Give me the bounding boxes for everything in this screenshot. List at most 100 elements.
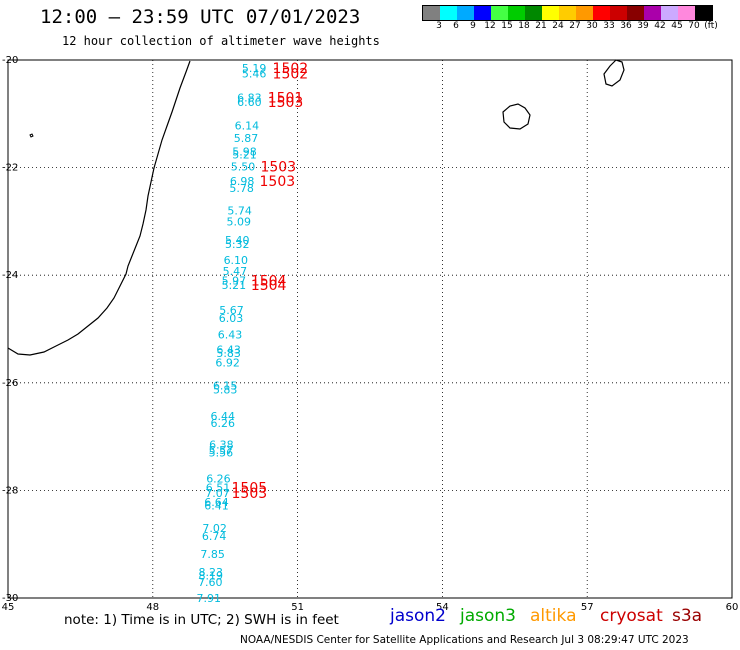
swh-value-label: 5.67 xyxy=(219,304,244,317)
color-swatch xyxy=(457,6,474,20)
map-subtitle: 12 hour collection of altimeter wave hei… xyxy=(62,34,380,48)
swh-value-label: 7.85 xyxy=(200,548,225,561)
swh-value-label: 6.26 xyxy=(211,417,236,430)
longitude-label: 54 xyxy=(436,602,449,612)
swh-value-label: 7.07 xyxy=(205,487,230,500)
latitude-label: -26 xyxy=(2,378,18,389)
swh-observation-labels: 5.195.466.836.606.145.875.985.215.506.98… xyxy=(197,62,267,605)
swh-value-label: 6.15 xyxy=(213,379,238,392)
longitude-label: 51 xyxy=(291,602,304,612)
swh-value-label: 5.98 xyxy=(232,145,257,158)
swh-value-label: 5.56 xyxy=(209,447,234,460)
swh-value-label: 5.83 xyxy=(216,347,241,360)
time-label: 1503 xyxy=(232,486,268,502)
longitude-label: 60 xyxy=(726,602,739,612)
swh-value-label: 5.87 xyxy=(234,132,259,145)
color-legend-label: 70 xyxy=(688,21,700,31)
swh-value-label: 5.78 xyxy=(229,182,254,195)
color-legend-label: 15 xyxy=(501,21,513,31)
swh-value-label: 5.09 xyxy=(226,215,251,228)
swh-value-label: 5.46 xyxy=(242,67,267,80)
swh-value-label: 6.60 xyxy=(237,96,262,109)
swh-value-label: 5.83 xyxy=(213,383,238,396)
swh-value-label: 5.97 xyxy=(222,275,247,288)
swh-value-label: 6.03 xyxy=(219,312,244,325)
footer-note: note: 1) Time is in UTC; 2) SWH is in fe… xyxy=(64,612,339,628)
longitude-tick-labels: 45 48 51 54 57 60 xyxy=(2,602,739,612)
color-swatch xyxy=(491,6,508,20)
lat-lon-gridlines xyxy=(7,59,733,599)
swh-value-label: 6.92 xyxy=(215,356,240,369)
color-legend-label: 39 xyxy=(637,21,649,31)
swh-value-label: 7.60 xyxy=(198,576,223,589)
time-label: 1505 xyxy=(232,481,268,497)
color-swatch xyxy=(661,6,678,20)
satellite-legend-cryosat: cryosat xyxy=(600,606,663,626)
color-swatch xyxy=(423,6,440,20)
color-swatch xyxy=(576,6,593,20)
longitude-label: 48 xyxy=(146,602,159,612)
time-label: 1504 xyxy=(251,278,287,294)
color-swatch xyxy=(559,6,576,20)
color-legend-label: (ft) xyxy=(704,21,718,31)
swh-color-legend xyxy=(422,5,713,21)
color-legend-label: 36 xyxy=(620,21,632,31)
time-label: 1503 xyxy=(260,160,296,176)
coastlines xyxy=(7,59,625,356)
swh-value-label: 6.10 xyxy=(224,254,249,267)
longitude-label: 57 xyxy=(581,602,594,612)
time-label: 1501 xyxy=(268,91,304,107)
color-legend-label: 21 xyxy=(535,21,547,31)
color-swatch xyxy=(593,6,610,20)
footer-credit: NOAA/NESDIS Center for Satellite Applica… xyxy=(240,634,689,646)
color-swatch xyxy=(440,6,457,20)
color-legend-label: 6 xyxy=(453,21,459,31)
swh-value-label: 5.32 xyxy=(225,238,250,251)
swh-value-label: 5.50 xyxy=(231,161,256,174)
color-swatch xyxy=(508,6,525,20)
latitude-label: -28 xyxy=(2,485,18,496)
swh-value-label: 6.41 xyxy=(204,499,229,512)
time-label: 1502 xyxy=(273,66,309,82)
satellite-legend-s3a: s3a xyxy=(672,606,703,626)
color-swatch xyxy=(627,6,644,20)
map-frame xyxy=(7,59,733,599)
swh-value-label: 5.19 xyxy=(242,62,267,75)
color-swatch xyxy=(525,6,542,20)
satellite-legend-jason3: jason3 xyxy=(460,606,516,626)
longitude-label: 45 xyxy=(2,602,15,612)
color-legend-label: 24 xyxy=(552,21,564,31)
color-legend-label: 30 xyxy=(586,21,598,31)
latitude-label: -22 xyxy=(2,163,18,174)
color-legend-label: 33 xyxy=(603,21,615,31)
latitude-label: -20 xyxy=(2,55,18,66)
swh-value-label: 8.23 xyxy=(198,566,223,579)
color-legend-label: 45 xyxy=(671,21,683,31)
mauritius-island-coastline xyxy=(603,59,625,87)
color-swatch xyxy=(542,6,559,20)
swh-value-label: 5.21 xyxy=(232,149,257,162)
swh-value-label: 8.19 xyxy=(198,569,223,582)
swh-value-label: 7.91 xyxy=(197,592,222,605)
altimeter-map: 45 48 51 54 57 60 -20 -22 -24 -26 -28 -30 5.195.46… xyxy=(2,55,739,612)
color-legend-label: 18 xyxy=(518,21,530,31)
time-label: 1503 xyxy=(260,174,296,190)
swh-value-label: 6.98 xyxy=(230,175,255,188)
swh-value-label: 5.57 xyxy=(209,444,234,457)
color-legend-label: 9 xyxy=(470,21,476,31)
color-legend-label: 3 xyxy=(436,21,442,31)
color-swatch xyxy=(474,6,491,20)
swh-value-label: 6.43 xyxy=(218,328,243,341)
swh-value-label: 5.21 xyxy=(222,279,247,292)
color-swatch xyxy=(695,6,712,20)
time-label: 1503 xyxy=(268,95,304,111)
latitude-tick-labels: -20 -22 -24 -26 -28 -30 xyxy=(2,55,18,604)
map-title: 12:00 — 23:59 UTC 07/01/2023 xyxy=(40,6,361,28)
swh-value-label: 6.43 xyxy=(216,343,241,356)
reunion-island-coastline xyxy=(502,103,531,130)
color-swatch xyxy=(678,6,695,20)
swh-value-label: 6.83 xyxy=(237,92,262,105)
swh-value-label: 6.14 xyxy=(235,120,260,133)
latitude-label: -30 xyxy=(2,593,18,604)
